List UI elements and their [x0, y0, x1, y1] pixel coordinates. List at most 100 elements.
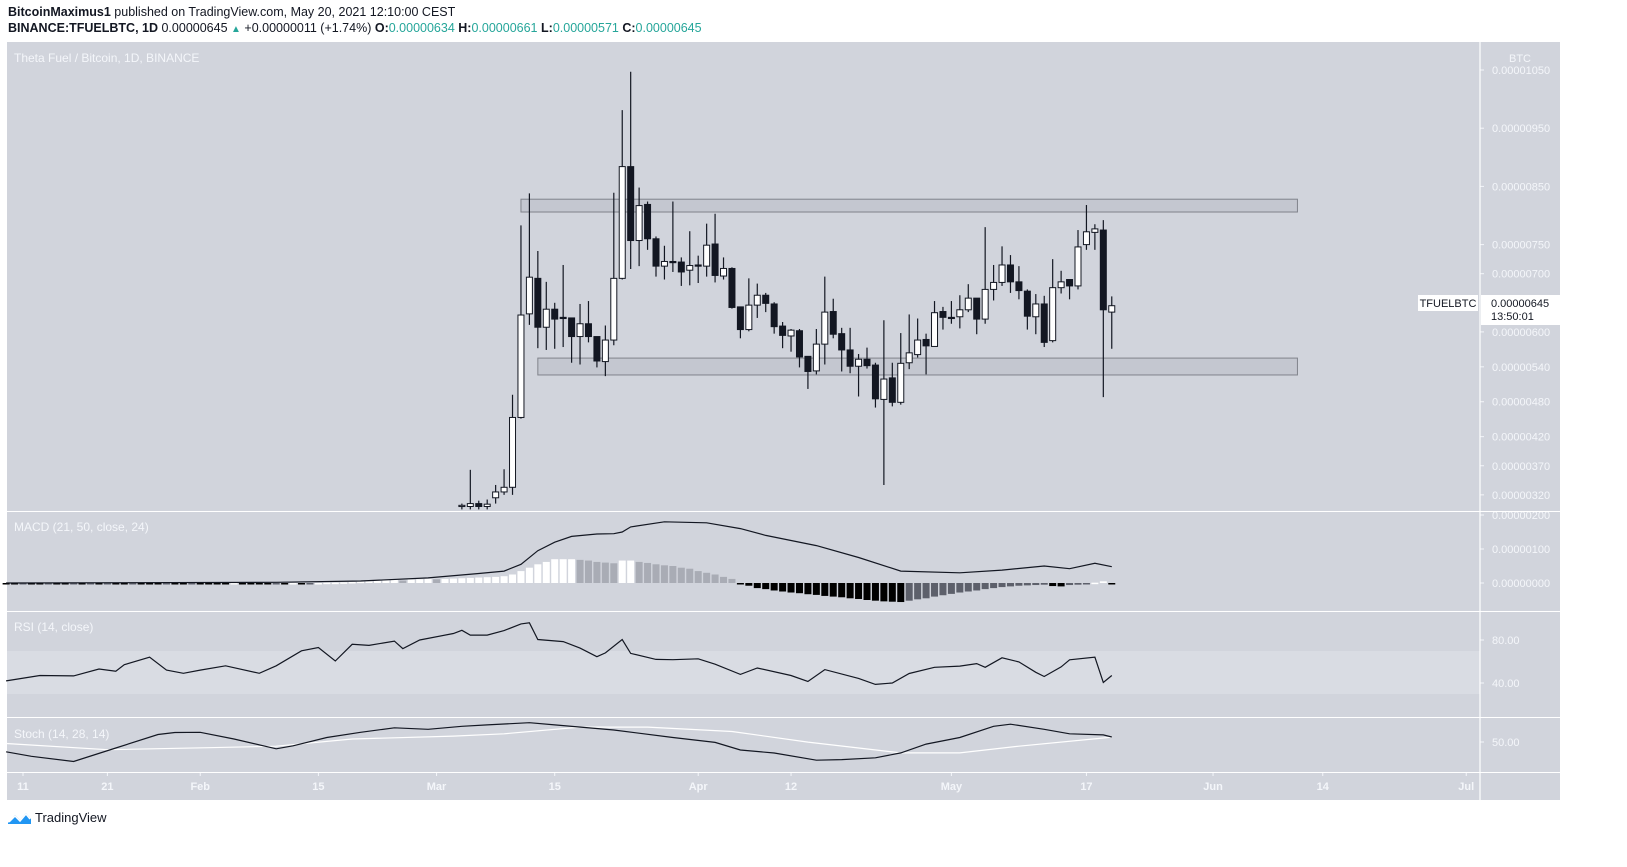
candle [779, 322, 787, 349]
macd-histogram-bar [964, 583, 972, 592]
candle [804, 355, 812, 389]
macd-histogram-bar [846, 583, 854, 599]
candle-body-up [787, 329, 795, 337]
price-tick-label: 0.00001050 [1492, 65, 1550, 77]
macd-histogram-bar [298, 583, 306, 585]
macd-histogram-bar [779, 583, 787, 592]
macd-histogram-bar [78, 583, 86, 585]
macd-histogram-bar [812, 583, 820, 595]
candles [458, 71, 1116, 510]
candle-body-down [652, 238, 660, 267]
macd-histogram-bar [525, 567, 533, 583]
macd-histogram-bar [441, 578, 449, 583]
range-rectangle[interactable] [537, 357, 1298, 376]
macd-histogram-bar [593, 561, 601, 583]
macd-histogram-bar [433, 579, 441, 583]
rsi-band [7, 651, 1480, 694]
price-unit: BTC [1509, 53, 1531, 65]
candle-body-down [627, 166, 635, 242]
candle-body-up [525, 276, 533, 315]
macd-histogram-bar [11, 583, 19, 585]
candle-body-up [905, 352, 913, 364]
candle-body-down [829, 311, 837, 335]
macd-histogram-bar [205, 583, 213, 585]
macd-histogram-bar [238, 583, 246, 585]
macd-histogram-bar [289, 583, 297, 585]
macd-histogram-bar [610, 563, 618, 583]
candle-body-up [990, 281, 998, 290]
candle [947, 301, 955, 324]
macd-histogram-bar [458, 578, 466, 583]
candle [821, 276, 829, 365]
price-tick-label: 0.00000480 [1492, 397, 1550, 409]
candle-body-down [475, 503, 483, 507]
macd-line [6, 521, 1112, 584]
macd-histogram-bar [922, 583, 930, 599]
macd-histogram-bar [196, 583, 204, 585]
candle [694, 255, 702, 284]
macd-histogram-bar [390, 579, 398, 583]
macd-histogram-bar [120, 583, 128, 585]
candle [745, 278, 753, 332]
macd-histogram-bar [281, 583, 289, 585]
macd-histogram-bar [373, 580, 381, 583]
candle [855, 354, 863, 397]
macd-histogram-bar [466, 577, 474, 583]
candle-body-up [1057, 281, 1065, 289]
candle-body-up [812, 343, 820, 372]
candle [475, 500, 483, 510]
macd-histogram-bar [635, 561, 643, 583]
candle-body-down [795, 330, 803, 358]
time-tick-label: Jun [1203, 781, 1223, 793]
macd-histogram-bar [981, 583, 989, 590]
macd-histogram-bar [112, 583, 120, 585]
candle-body-up [981, 288, 989, 320]
candle-body-down [669, 260, 677, 264]
macd-histogram-bar [449, 578, 457, 583]
high-label: H: [458, 21, 472, 35]
candle [720, 257, 728, 280]
tradingview-logo[interactable]: TradingView [6, 809, 107, 825]
candle [931, 301, 939, 347]
candle [652, 236, 660, 277]
macd-histogram-bar [272, 583, 280, 585]
macd-pane [2, 521, 1116, 603]
low-label: L: [541, 21, 553, 35]
macd-histogram-bar [711, 574, 719, 583]
price-tick-label: 0.00000750 [1492, 240, 1550, 252]
price-tick-label: 0.00000700 [1492, 269, 1550, 281]
macd-histogram-bar [829, 583, 837, 597]
candle-body-down [1015, 281, 1023, 292]
author-name[interactable]: BitcoinMaximus1 [8, 5, 111, 19]
rsi-line [6, 622, 1113, 686]
candle-body-up [576, 323, 584, 338]
range-rectangle[interactable] [520, 198, 1298, 213]
candle [1082, 205, 1090, 250]
stoch-tick-label: 50.00 [1492, 737, 1520, 749]
macd-histogram-bar [416, 579, 424, 583]
macd-histogram-bar [61, 583, 69, 585]
macd-histogram-bar [365, 581, 373, 583]
candle-body-up [601, 339, 609, 363]
drawings[interactable] [520, 198, 1298, 376]
candle-body-down [1066, 279, 1074, 287]
candle [686, 231, 694, 286]
time-tick-label: 17 [1080, 781, 1092, 793]
candle [956, 295, 964, 329]
macd-histogram-bar [146, 583, 154, 585]
macd-histogram-bar [36, 583, 44, 585]
macd-histogram-bar [1099, 581, 1107, 583]
macd-histogram-bar [348, 581, 356, 584]
candle [1074, 230, 1082, 290]
publish-text: published on TradingView.com, May 20, 20… [114, 5, 456, 19]
main-pane-title: Theta Fuel / Bitcoin, 1D, BINANCE [14, 51, 199, 65]
candle-body-down [677, 261, 685, 273]
candle-body-up [914, 339, 922, 356]
macd-histogram-bar [1108, 583, 1116, 585]
candle [990, 264, 998, 301]
macd-histogram-bar [44, 583, 52, 585]
candle-body-down [846, 349, 854, 367]
candle [736, 306, 744, 339]
macd-histogram-bar [880, 583, 888, 602]
